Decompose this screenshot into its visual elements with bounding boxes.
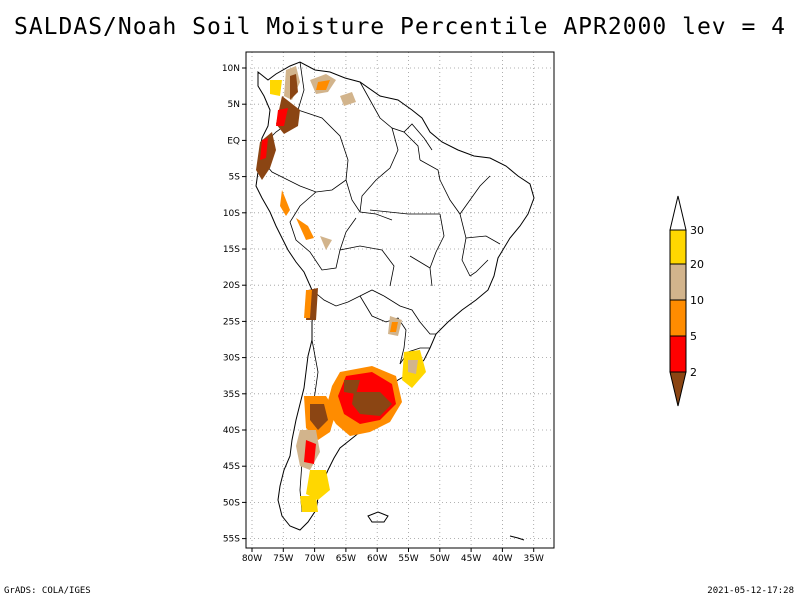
lat-label: EQ (227, 136, 240, 146)
colorbar: 30 20 10 5 2 (669, 195, 704, 407)
legend-label-5: 5 (690, 330, 697, 343)
legend-label-2: 2 (690, 366, 697, 379)
colorbar-2-5 (669, 335, 687, 373)
lon-label: 60W (367, 554, 387, 564)
lon-label: 40W (492, 554, 512, 564)
colorbar-top-arrow (669, 195, 687, 231)
south-georgia-outline (509, 535, 525, 541)
colorbar-20-30 (669, 229, 687, 265)
lon-label: 35W (524, 554, 544, 564)
colorbar-bottom-arrow (669, 371, 687, 407)
soil-moisture-shading (256, 66, 426, 512)
lon-label: 80W (242, 554, 262, 564)
lon-label: 75W (273, 554, 293, 564)
lon-label: 55W (398, 554, 418, 564)
lat-label: 45S (223, 462, 240, 472)
footer-credit: GrADS: COLA/IGES (4, 586, 91, 596)
lat-label: 50S (223, 498, 240, 508)
lat-label: 5N (228, 100, 240, 110)
lon-label: 45W (461, 554, 481, 564)
legend-label-30: 30 (690, 224, 704, 237)
lat-label: 10N (222, 64, 240, 74)
lat-label: 25S (223, 317, 240, 327)
lat-label: 15S (223, 245, 240, 255)
falklands-outline (367, 511, 389, 523)
lat-label: 55S (223, 535, 240, 545)
lat-label: 35S (223, 390, 240, 400)
lon-label: 65W (336, 554, 356, 564)
legend-label-10: 10 (690, 294, 704, 307)
lat-label: 30S (223, 354, 240, 364)
map-title: SALDAS/Noah Soil Moisture Percentile APR… (13, 14, 787, 40)
lat-label: 20S (223, 281, 240, 291)
lat-label: 40S (223, 426, 240, 436)
legend-label-20: 20 (690, 258, 704, 271)
lon-label: 70W (304, 554, 324, 564)
map-frame (245, 51, 555, 549)
colorbar-5-10 (669, 299, 687, 337)
lon-label: 50W (430, 554, 450, 564)
longitude-labels: 80W 75W 70W 65W 60W 55W 50W 45W 40W 35W (242, 548, 544, 564)
latitude-labels: 10N 5N EQ 5S 10S 15S 20S 25S 30S 35S 40S 45S 50S 55S (222, 64, 246, 545)
south-america-coastline (255, 61, 535, 531)
colorbar-10-20 (669, 263, 687, 301)
footer-timestamp: 2021-05-12-17:28 (707, 586, 794, 596)
lat-label: 10S (223, 209, 240, 219)
lat-label: 5S (229, 173, 241, 183)
